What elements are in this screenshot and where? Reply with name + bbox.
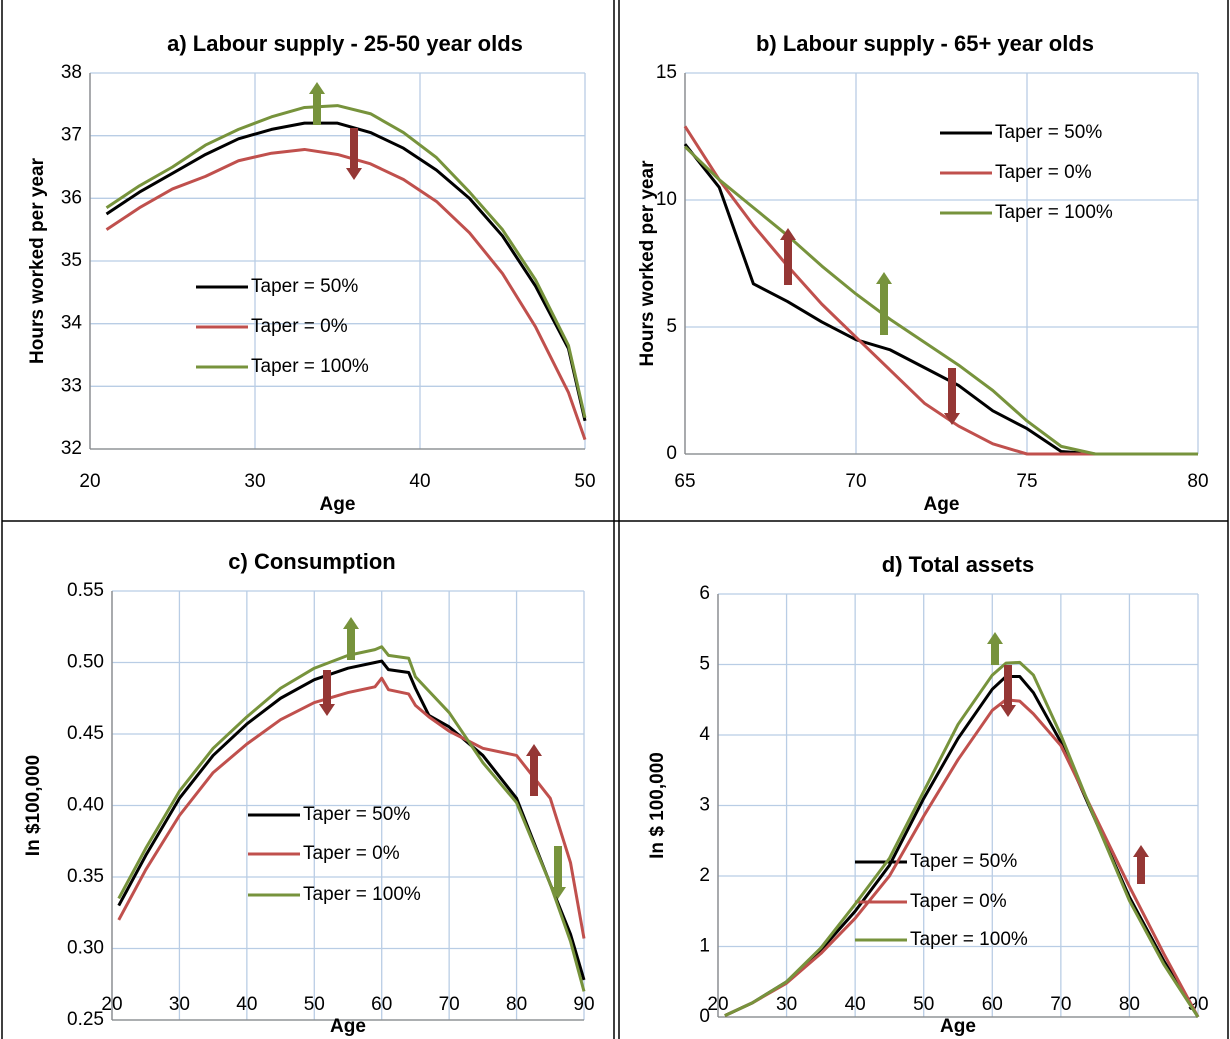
y-axis-label: Hours worked per year xyxy=(637,160,658,367)
x-tick-label: 50 xyxy=(913,994,934,1015)
y-tick-label: 3 xyxy=(699,795,710,816)
y-tick-label: 38 xyxy=(61,62,82,83)
y-tick-label: 36 xyxy=(61,187,82,208)
x-tick-label: 30 xyxy=(244,471,265,492)
arrow xyxy=(346,128,362,180)
x-tick-label: 20 xyxy=(79,471,100,492)
y-tick-label: 5 xyxy=(699,654,710,675)
arrow xyxy=(1000,665,1016,717)
arrow xyxy=(1133,845,1149,884)
series-line xyxy=(105,121,587,422)
series-line xyxy=(683,145,1198,456)
x-tick-label: 65 xyxy=(674,471,695,492)
x-axis-label: Age xyxy=(330,1016,366,1037)
y-tick-label: 0.25 xyxy=(67,1009,104,1030)
series-line xyxy=(117,645,586,992)
y-tick-label: 6 xyxy=(699,583,710,604)
panel: 20 30 40 50 32 33 34 35 36 37 38 a) Labour supply -… xyxy=(27,31,596,515)
x-tick-label: 60 xyxy=(371,994,392,1015)
y-tick-label: 0.50 xyxy=(67,652,104,673)
y-axis-label: In $100,000 xyxy=(23,755,44,856)
x-tick-label: 30 xyxy=(776,994,797,1015)
legend-label: Taper = 100% xyxy=(303,884,421,905)
y-tick-label: 5 xyxy=(666,316,677,337)
legend-label: Taper = 100% xyxy=(995,202,1113,223)
y-axis-label: In $ 100,000 xyxy=(647,752,668,859)
chart-title: d) Total assets xyxy=(882,552,1034,577)
x-tick-label: 80 xyxy=(1119,994,1140,1015)
chart-title: c) Consumption xyxy=(228,549,395,574)
arrow xyxy=(987,632,1003,665)
arrow xyxy=(944,368,960,425)
x-tick-label: 70 xyxy=(1050,994,1071,1015)
x-tick-label: 70 xyxy=(439,994,460,1015)
y-tick-label: 35 xyxy=(61,250,82,271)
legend-label: Taper = 0% xyxy=(251,316,348,337)
arrow xyxy=(319,670,335,716)
y-tick-label: 0 xyxy=(666,443,677,464)
legend-label: Taper = 0% xyxy=(303,843,400,864)
x-tick-label: 40 xyxy=(409,471,430,492)
y-tick-label: 32 xyxy=(61,438,82,459)
legend-label: Taper = 0% xyxy=(995,162,1092,183)
arrow xyxy=(343,617,359,660)
x-tick-label: 50 xyxy=(304,994,325,1015)
series-line xyxy=(724,698,1200,1018)
x-axis-label: Age xyxy=(924,494,960,515)
panel: 20 30 40 50 60 70 80 900.250.300.350.400.450.50… xyxy=(23,549,595,1037)
y-tick-label: 1 xyxy=(699,936,710,957)
x-tick-label: 80 xyxy=(506,994,527,1015)
legend-label: Taper = 50% xyxy=(303,804,410,825)
series-line xyxy=(117,676,586,939)
series-line xyxy=(117,659,586,981)
chart-title: b) Labour supply - 65+ year olds xyxy=(756,31,1094,56)
arrow xyxy=(309,82,325,125)
x-tick-label: 60 xyxy=(982,994,1003,1015)
x-tick-label: 40 xyxy=(236,994,257,1015)
y-tick-label: 37 xyxy=(61,125,82,146)
y-tick-label: 0 xyxy=(699,1006,710,1027)
y-tick-label: 0.40 xyxy=(67,795,104,816)
plot-area xyxy=(685,73,1198,454)
x-tick-label: 80 xyxy=(1187,471,1208,492)
panel: 65 70 75 80 0 5 10 15 b) Labour supply - 65+ yea… xyxy=(637,31,1209,515)
x-tick-label: 50 xyxy=(574,471,595,492)
y-tick-label: 4 xyxy=(699,724,710,745)
x-axis-label: Age xyxy=(940,1016,976,1037)
x-tick-label: 30 xyxy=(169,994,190,1015)
y-tick-label: 33 xyxy=(61,375,82,396)
legend-label: Taper = 50% xyxy=(251,276,358,297)
x-tick-label: 75 xyxy=(1016,471,1037,492)
arrow xyxy=(780,228,796,285)
x-tick-label: 90 xyxy=(573,994,594,1015)
legend-label: Taper = 100% xyxy=(910,929,1028,950)
y-tick-label: 0.30 xyxy=(67,938,104,959)
y-axis-label: Hours worked per year xyxy=(27,157,48,364)
legend-label: Taper = 100% xyxy=(251,356,369,377)
y-tick-label: 2 xyxy=(699,865,710,886)
series-line xyxy=(724,660,1200,1018)
chart-title: a) Labour supply - 25-50 year olds xyxy=(167,31,523,56)
y-tick-label: 15 xyxy=(656,62,677,83)
legend-label: Taper = 50% xyxy=(910,851,1017,872)
x-tick-label: 40 xyxy=(845,994,866,1015)
legend-label: Taper = 50% xyxy=(995,122,1102,143)
y-tick-label: 34 xyxy=(61,313,83,334)
y-tick-label: 0.45 xyxy=(67,723,104,744)
arrow xyxy=(876,272,892,335)
y-tick-label: 0.35 xyxy=(67,866,104,887)
arrow xyxy=(526,744,542,796)
y-tick-label: 0.55 xyxy=(67,580,104,601)
y-tick-label: 10 xyxy=(656,189,677,210)
legend-label: Taper = 0% xyxy=(910,891,1007,912)
x-axis-label: Age xyxy=(320,494,356,515)
x-tick-label: 70 xyxy=(845,471,866,492)
series-line xyxy=(105,104,587,419)
arrow xyxy=(550,846,566,899)
